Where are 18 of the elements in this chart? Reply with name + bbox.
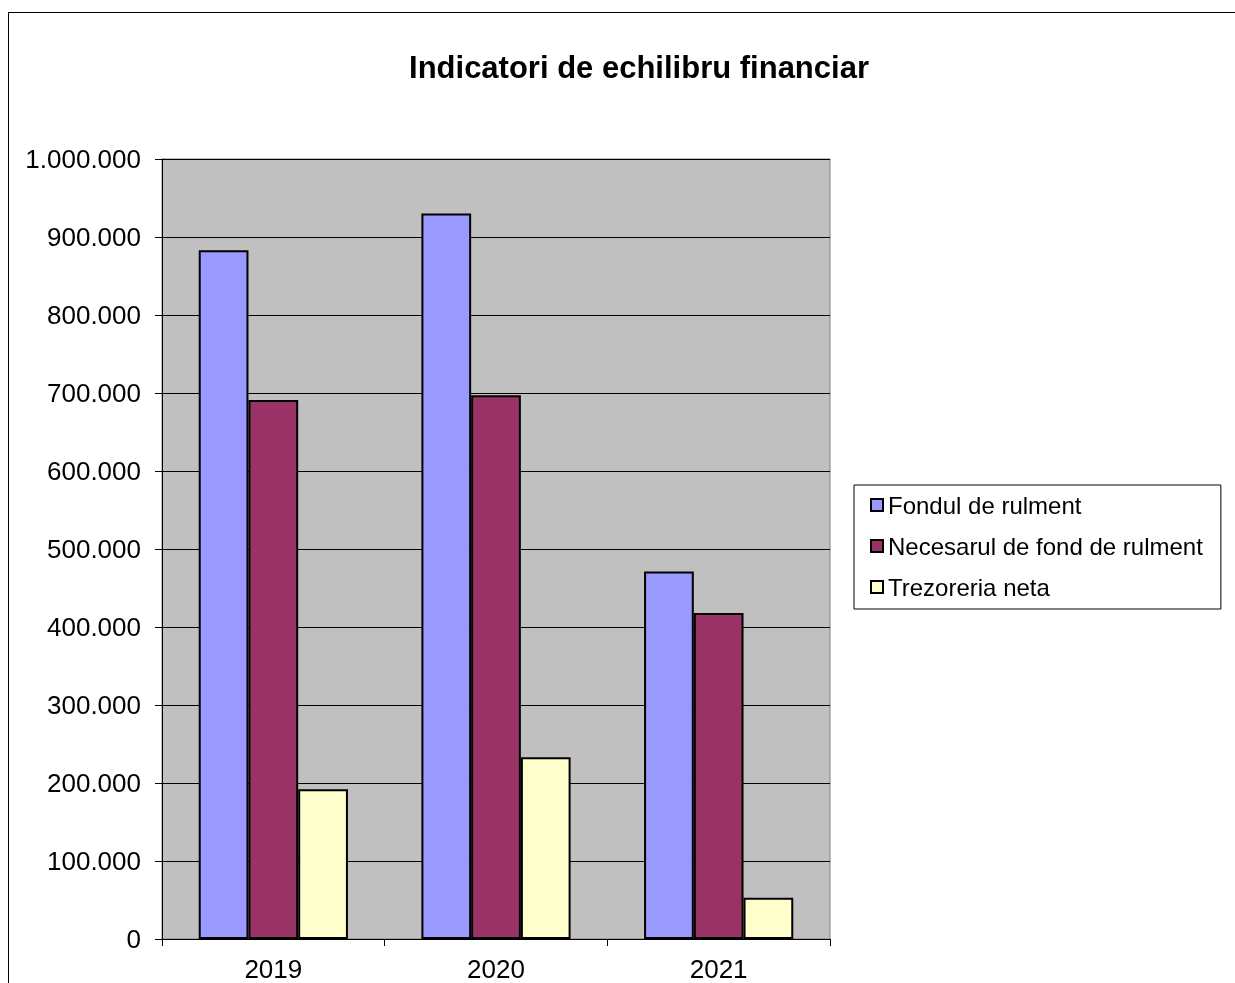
chart-title: Indicatori de echilibru financiar bbox=[409, 50, 869, 85]
x-tick-label: 2020 bbox=[467, 954, 525, 983]
y-tick-label: 200.000 bbox=[47, 768, 141, 798]
y-tick-label: 400.000 bbox=[47, 612, 141, 642]
y-tick-label: 900.000 bbox=[47, 222, 141, 252]
legend-label: Fondul de rulment bbox=[888, 491, 1082, 519]
legend-label: Trezoreria neta bbox=[888, 573, 1051, 601]
x-tick-label: 2019 bbox=[244, 954, 303, 983]
y-tick-label: 300.000 bbox=[47, 690, 141, 720]
y-tick-label: 500.000 bbox=[47, 534, 141, 564]
legend-label: Necesarul de fond de rulment bbox=[888, 532, 1204, 560]
y-tick-label: 100.000 bbox=[47, 846, 141, 876]
y-tick-label: 1.000.000 bbox=[25, 144, 141, 174]
x-tick-label: 2021 bbox=[689, 954, 748, 983]
y-tick-label: 0 bbox=[126, 924, 141, 954]
y-tick-label: 600.000 bbox=[47, 456, 141, 486]
y-tick-label: 800.000 bbox=[47, 300, 141, 330]
y-tick-label: 700.000 bbox=[47, 378, 141, 408]
